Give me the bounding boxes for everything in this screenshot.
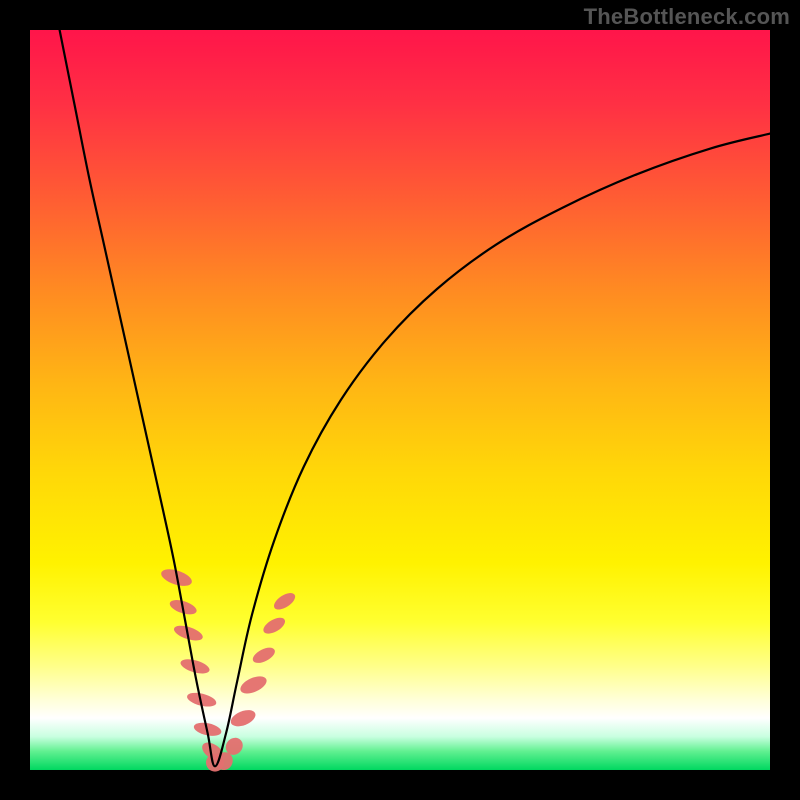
watermark-text: TheBottleneck.com <box>584 4 790 30</box>
bottleneck-curve-chart <box>0 0 800 800</box>
plot-background <box>30 30 770 770</box>
chart-container: TheBottleneck.com <box>0 0 800 800</box>
